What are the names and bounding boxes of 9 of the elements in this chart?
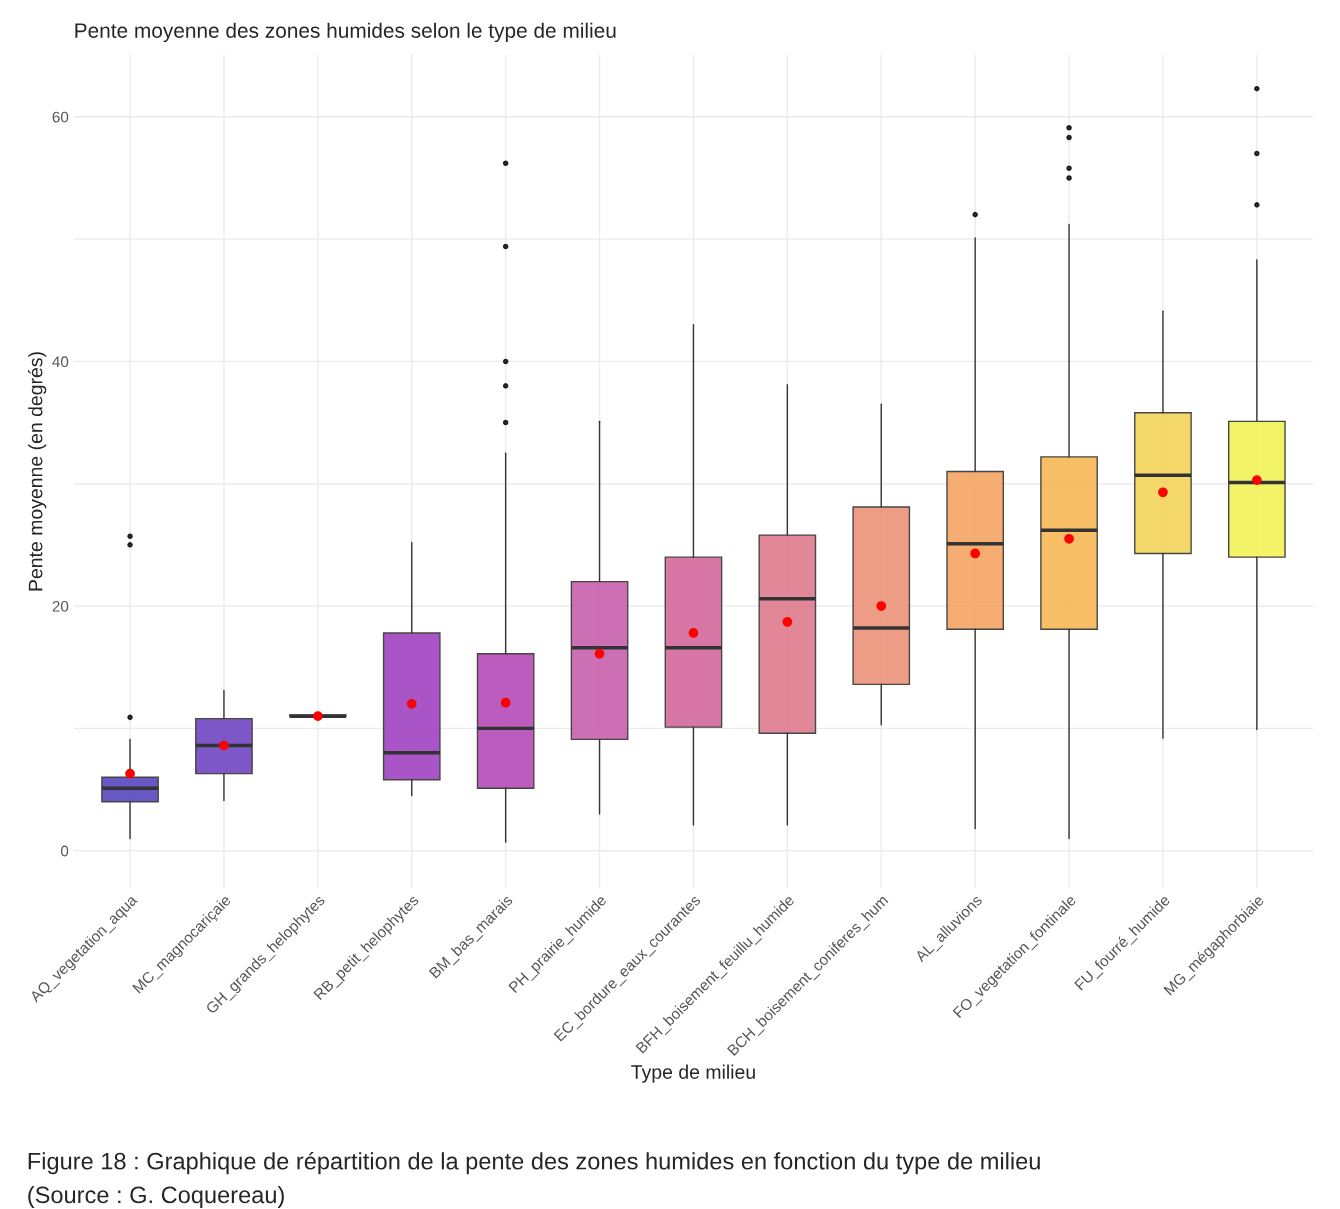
y-tick-label: 20 <box>52 600 69 612</box>
x-axis-title: Type de milieu <box>631 1064 755 1083</box>
y-tick-label: 0 <box>60 845 69 857</box>
y-axis-title: Pente moyenne (en degrés) <box>27 352 47 591</box>
text: (Source : G. Coquereau) <box>28 1185 284 1208</box>
y-tick-label: 60 <box>52 111 69 123</box>
chart-title: Pente moyenne des zones humides selon le type de milieu <box>75 22 616 43</box>
y-tick-label: 40 <box>52 356 69 368</box>
caption: Figure 18 : Graphique de répartition de la pente des zones humides en fonction du type de milieu <box>28 1151 1040 1175</box>
